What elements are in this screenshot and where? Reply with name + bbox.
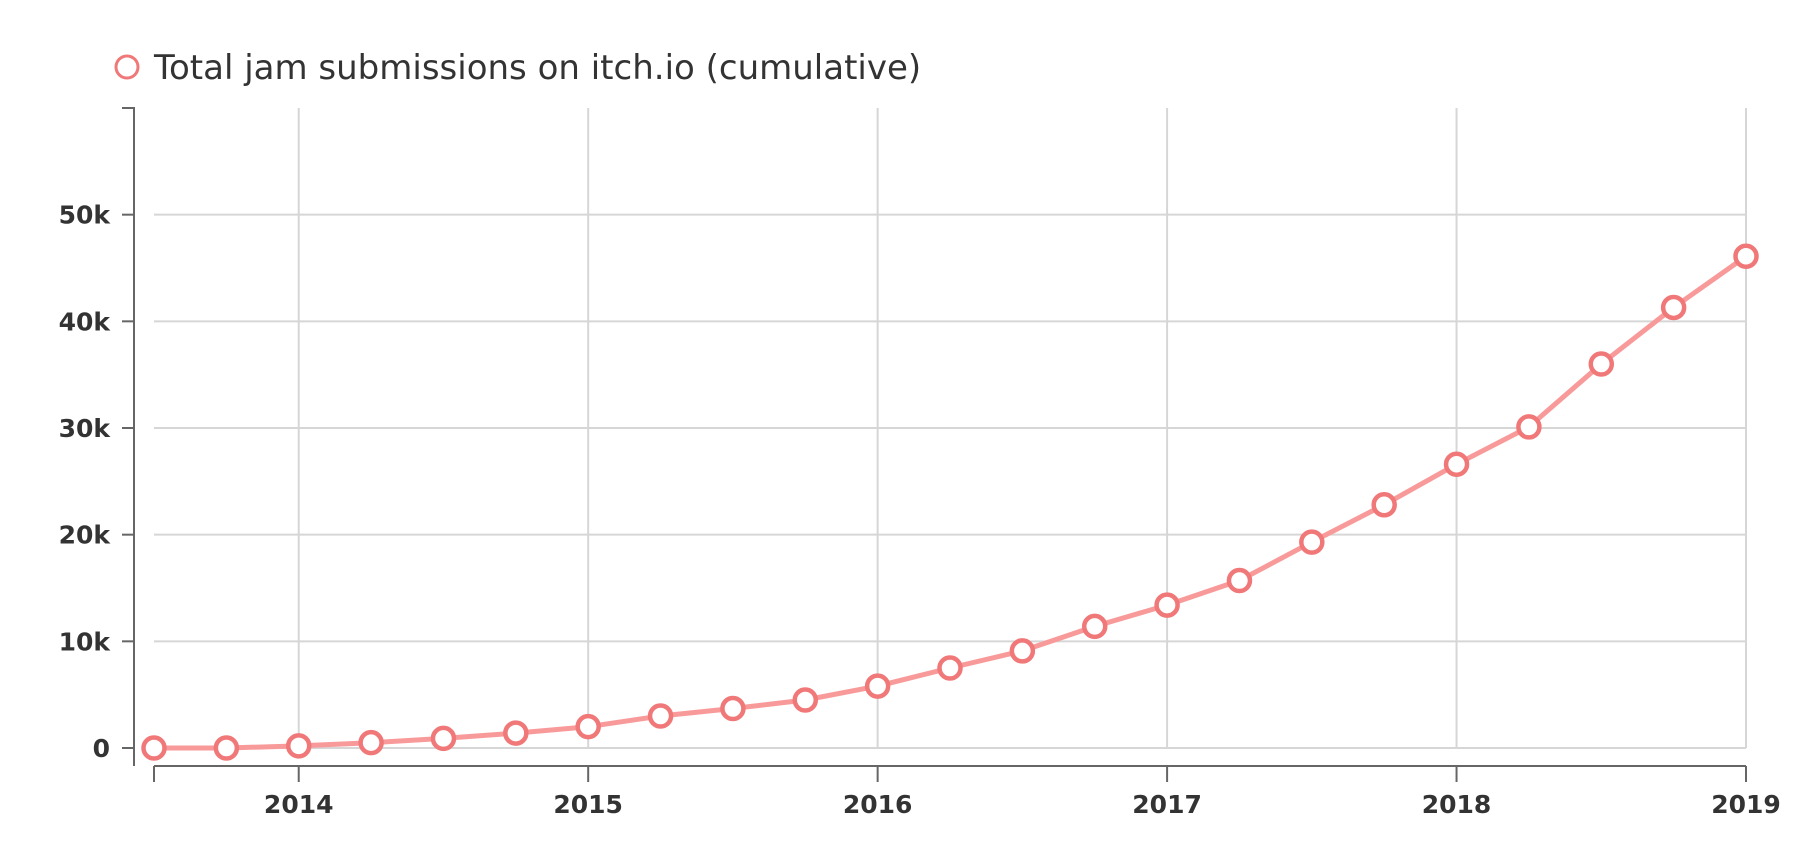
data-point[interactable] [937, 655, 963, 681]
data-point[interactable] [1588, 351, 1615, 377]
data-point[interactable] [1226, 567, 1253, 594]
legend[interactable]: Total jam submissions on itch.io (cumula… [114, 48, 921, 88]
data-point[interactable] [864, 673, 891, 699]
x-tick-label: 2018 [1422, 790, 1492, 819]
data-point[interactable] [1154, 592, 1180, 618]
grid-lines [154, 108, 1747, 749]
x-tick-label: 2015 [553, 790, 623, 819]
data-point[interactable] [285, 733, 312, 759]
data-point[interactable] [358, 729, 384, 756]
y-tick-label: 10k [59, 627, 112, 656]
data-point[interactable] [1443, 451, 1470, 478]
data-point[interactable] [1081, 613, 1108, 640]
data-point[interactable] [792, 687, 819, 713]
series [141, 243, 1759, 761]
x-tick-label: 2017 [1132, 790, 1202, 819]
x-tick-label: 2019 [1711, 790, 1781, 819]
data-point[interactable] [575, 713, 601, 740]
y-tick-label: 20k [59, 521, 112, 550]
y-tick-label: 30k [59, 414, 112, 443]
data-point[interactable] [1371, 492, 1397, 518]
data-point[interactable] [647, 703, 674, 729]
x-tick-label: 2014 [264, 790, 334, 819]
data-point[interactable] [1516, 414, 1542, 440]
y-tick-label: 50k [59, 201, 112, 230]
data-point[interactable] [1733, 243, 1759, 270]
x-tick-label: 2016 [843, 790, 913, 819]
tick-labels: 0 10k 20k 30k 40k 50k 2014 2015 2016 2017 2018 2019 [59, 201, 1781, 819]
data-point[interactable] [1009, 638, 1036, 664]
data-point[interactable] [213, 735, 240, 761]
y-tick-label: 40k [59, 307, 112, 336]
legend-marker-icon [114, 54, 140, 80]
y-tick-label: 0 [93, 734, 110, 763]
data-point[interactable] [503, 720, 529, 746]
data-point[interactable] [720, 695, 746, 722]
data-point[interactable] [430, 725, 457, 752]
data-point[interactable] [1299, 529, 1325, 555]
legend-label: Total jam submissions on itch.io (cumula… [153, 48, 921, 88]
axes [122, 107, 1746, 767]
data-point[interactable] [1660, 294, 1687, 321]
data-point[interactable] [141, 735, 167, 761]
y-axis-line [122, 107, 135, 766]
